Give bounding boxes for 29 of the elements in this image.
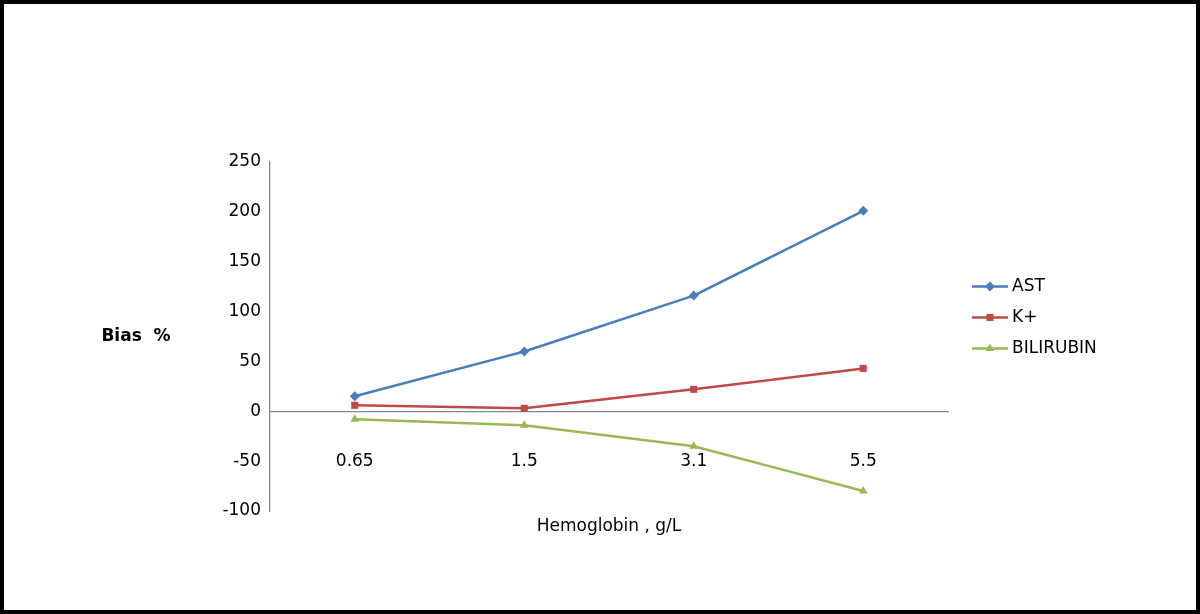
y-tick-label: 100 <box>228 299 261 320</box>
point <box>858 486 868 494</box>
x-tick-label: 1.5 <box>510 449 538 470</box>
legend-label: BILIRUBIN <box>1012 336 1097 357</box>
y-tick-label: 200 <box>228 200 261 221</box>
x-axis-title: Hemoglobin , g/L <box>536 515 682 536</box>
x-tick-label: 0.65 <box>335 449 374 470</box>
point <box>688 290 699 301</box>
y-tick-label: -100 <box>222 499 261 520</box>
point <box>349 391 360 402</box>
point <box>858 205 869 216</box>
y-tick-label: 0 <box>250 399 261 420</box>
point <box>689 441 699 449</box>
y-tick-label: 50 <box>239 349 261 370</box>
point <box>859 364 867 372</box>
y-tick-label: 250 <box>228 150 261 171</box>
point <box>519 420 529 428</box>
y-axis-title: Bias % <box>101 324 171 345</box>
point <box>350 414 360 422</box>
y-tick-label: 150 <box>228 250 261 271</box>
legend-label: AST <box>1012 274 1046 295</box>
point <box>690 385 698 393</box>
x-tick-label: 3.1 <box>680 449 708 470</box>
point <box>519 346 530 357</box>
x-tick-label: 5.5 <box>849 449 877 470</box>
point <box>520 404 528 412</box>
y-tick-label: -50 <box>233 449 261 470</box>
point <box>351 401 359 409</box>
legend-label: K+ <box>1012 305 1038 326</box>
